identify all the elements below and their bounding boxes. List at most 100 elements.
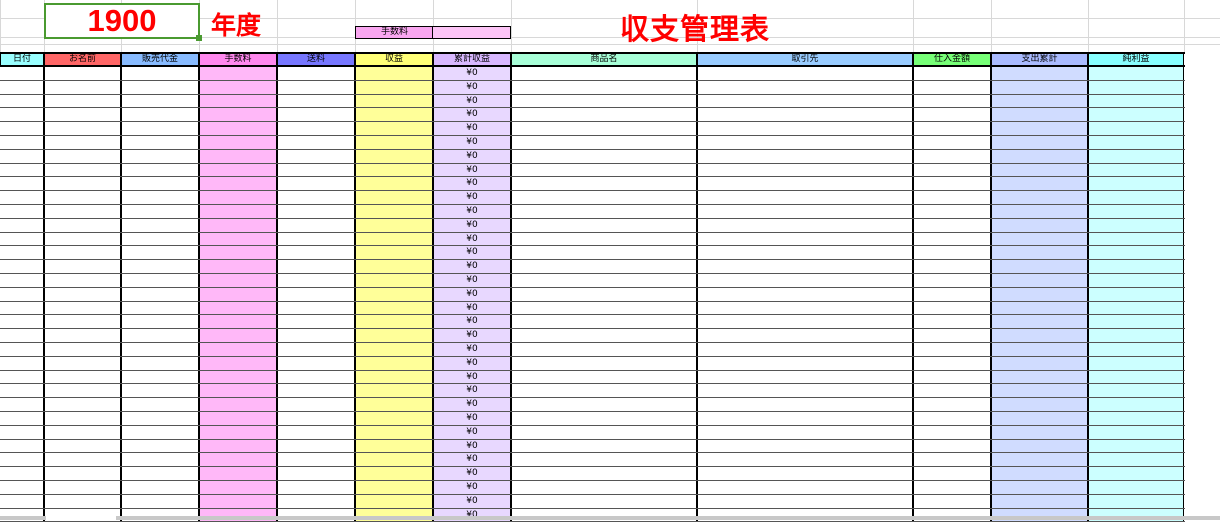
cell-product[interactable] [511,191,697,204]
cell-purchase[interactable] [913,81,991,94]
cell-expense-total[interactable] [991,412,1088,425]
cell-fee[interactable] [199,164,277,177]
cell-cumulative-revenue[interactable]: ¥0 [433,274,511,287]
cell-fee[interactable] [199,95,277,108]
cell-fee[interactable] [199,426,277,439]
cell-date[interactable] [0,467,44,480]
cell-product[interactable] [511,274,697,287]
cell-purchase[interactable] [913,95,991,108]
cell-supplier[interactable] [697,302,913,315]
cell-name[interactable] [44,67,121,80]
cell-name[interactable] [44,453,121,466]
cell-revenue[interactable] [355,302,433,315]
cell-supplier[interactable] [697,164,913,177]
cell-revenue[interactable] [355,357,433,370]
cell-net-profit[interactable] [1088,329,1184,342]
cell-expense-total[interactable] [991,315,1088,328]
cell-product[interactable] [511,343,697,356]
cell-net-profit[interactable] [1088,302,1184,315]
cell-name[interactable] [44,495,121,508]
cell-date[interactable] [0,302,44,315]
cell-date[interactable] [0,343,44,356]
cell-expense-total[interactable] [991,122,1088,135]
column-header-purchase[interactable]: 仕入金額 [913,54,991,65]
cell-date[interactable] [0,440,44,453]
cell-cumulative-revenue[interactable]: ¥0 [433,246,511,259]
cell-revenue[interactable] [355,122,433,135]
cell-name[interactable] [44,108,121,121]
cell-revenue[interactable] [355,343,433,356]
cell-cumulative-revenue[interactable]: ¥0 [433,136,511,149]
cell-supplier[interactable] [697,315,913,328]
cell-revenue[interactable] [355,164,433,177]
cell-supplier[interactable] [697,481,913,494]
cell-purchase[interactable] [913,467,991,480]
cell-shipping[interactable] [277,246,355,259]
cell-purchase[interactable] [913,371,991,384]
cell-fee[interactable] [199,246,277,259]
cell-product[interactable] [511,81,697,94]
cell-fee[interactable] [199,481,277,494]
cell-supplier[interactable] [697,67,913,80]
cell-supplier[interactable] [697,136,913,149]
cell-product[interactable] [511,164,697,177]
cell-expense-total[interactable] [991,219,1088,232]
cell-cumulative-revenue[interactable]: ¥0 [433,95,511,108]
cell-fee[interactable] [199,453,277,466]
cell-sales[interactable] [121,288,199,301]
cell-revenue[interactable] [355,453,433,466]
cell-supplier[interactable] [697,412,913,425]
cell-purchase[interactable] [913,384,991,397]
cell-shipping[interactable] [277,67,355,80]
cell-date[interactable] [0,453,44,466]
cell-cumulative-revenue[interactable]: ¥0 [433,453,511,466]
column-header-sales[interactable]: 販売代金 [121,54,199,65]
cell-date[interactable] [0,136,44,149]
cell-shipping[interactable] [277,357,355,370]
cell-date[interactable] [0,315,44,328]
cell-shipping[interactable] [277,426,355,439]
cell-name[interactable] [44,164,121,177]
cell-cumulative-revenue[interactable]: ¥0 [433,467,511,480]
cell-expense-total[interactable] [991,150,1088,163]
cell-sales[interactable] [121,260,199,273]
cell-product[interactable] [511,205,697,218]
cell-net-profit[interactable] [1088,440,1184,453]
cell-expense-total[interactable] [991,288,1088,301]
cell-date[interactable] [0,233,44,246]
cell-purchase[interactable] [913,177,991,190]
cell-sales[interactable] [121,164,199,177]
cell-fee[interactable] [199,136,277,149]
cell-shipping[interactable] [277,260,355,273]
cell-fee[interactable] [199,412,277,425]
cell-product[interactable] [511,481,697,494]
cell-sales[interactable] [121,426,199,439]
cell-net-profit[interactable] [1088,67,1184,80]
cell-fee[interactable] [199,260,277,273]
cell-sales[interactable] [121,233,199,246]
cell-cumulative-revenue[interactable]: ¥0 [433,122,511,135]
fee-value-cell[interactable] [432,26,511,39]
cell-supplier[interactable] [697,260,913,273]
cell-revenue[interactable] [355,219,433,232]
cell-date[interactable] [0,495,44,508]
cell-sales[interactable] [121,384,199,397]
cell-net-profit[interactable] [1088,481,1184,494]
cell-date[interactable] [0,260,44,273]
cell-name[interactable] [44,288,121,301]
cell-fee[interactable] [199,329,277,342]
cell-purchase[interactable] [913,246,991,259]
cell-supplier[interactable] [697,191,913,204]
cell-product[interactable] [511,150,697,163]
cell-name[interactable] [44,191,121,204]
cell-expense-total[interactable] [991,453,1088,466]
cell-shipping[interactable] [277,467,355,480]
cell-cumulative-revenue[interactable]: ¥0 [433,288,511,301]
cell-cumulative-revenue[interactable]: ¥0 [433,260,511,273]
cell-shipping[interactable] [277,205,355,218]
cell-name[interactable] [44,343,121,356]
cell-shipping[interactable] [277,150,355,163]
cell-product[interactable] [511,384,697,397]
cell-shipping[interactable] [277,81,355,94]
cell-name[interactable] [44,329,121,342]
